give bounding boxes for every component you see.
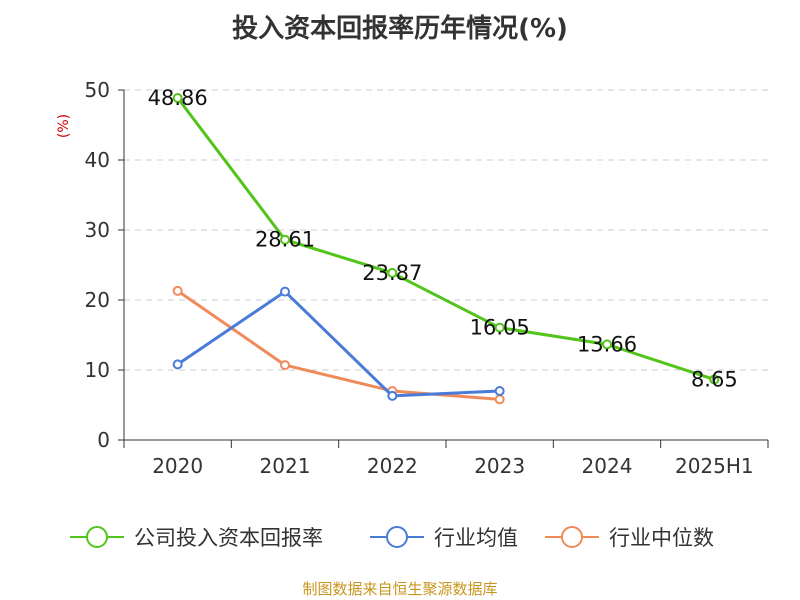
- data-label: 23.87: [362, 261, 422, 285]
- legend-marker: [386, 526, 408, 548]
- y-tick-label: 0: [97, 428, 110, 452]
- data-point: [172, 359, 183, 370]
- data-point: [387, 390, 398, 401]
- data-label: 48.86: [148, 86, 208, 110]
- source-note: 制图数据来自恒生聚源数据库: [302, 580, 498, 598]
- data-point: [494, 386, 505, 396]
- data-label: 16.05: [470, 316, 530, 340]
- data-point: [494, 394, 505, 405]
- y-tick-label: 40: [85, 148, 110, 172]
- legend-marker: [86, 526, 108, 548]
- data-point: [172, 285, 183, 296]
- data-point: [172, 92, 183, 103]
- y-tick-label: 20: [85, 288, 110, 312]
- data-point: [494, 322, 505, 333]
- data-point: [280, 286, 290, 297]
- x-tick-label: 2022: [367, 454, 418, 478]
- legend-label: 行业均值: [434, 526, 518, 550]
- series-lines: [172, 92, 720, 405]
- legend-marker: [561, 526, 583, 548]
- data-label: 28.61: [255, 228, 315, 252]
- series-line: [176, 97, 715, 381]
- x-tick-label: 2023: [474, 454, 525, 478]
- data-point: [280, 234, 290, 245]
- data-label: 13.66: [577, 332, 637, 356]
- y-tick-label: 10: [85, 358, 110, 382]
- data-point: [602, 339, 612, 350]
- data-point: [709, 374, 720, 385]
- legend-label: 公司投入资本回报率: [134, 526, 323, 550]
- y-tick-label: 30: [85, 218, 110, 242]
- data-labels: 48.86 28.61 23.87 16.05 13.66 8.65: [148, 86, 738, 391]
- x-tick-label: 2020: [152, 454, 203, 478]
- y-tick-label: 50: [85, 78, 110, 102]
- data-point: [280, 360, 290, 371]
- series-line: [176, 290, 500, 398]
- chart-title: 投入资本回报率历年情况(%): [232, 14, 568, 44]
- x-tick-label: 2021: [260, 454, 311, 478]
- axes: 0 10 20 30 40 50 (%) 2020 2021 2022 2023 2024 2025H1: [56, 78, 769, 478]
- data-point: [387, 267, 398, 278]
- legend: 公司投入资本回报率 行业均值 行业中位数: [70, 526, 714, 550]
- y-axis-label: (%): [56, 114, 72, 138]
- data-label: 8.65: [691, 367, 738, 391]
- grid-lines: [124, 89, 768, 371]
- x-tick-label: 2024: [582, 454, 633, 478]
- x-tick-label: 2025H1: [675, 454, 754, 478]
- legend-label: 行业中位数: [609, 526, 714, 550]
